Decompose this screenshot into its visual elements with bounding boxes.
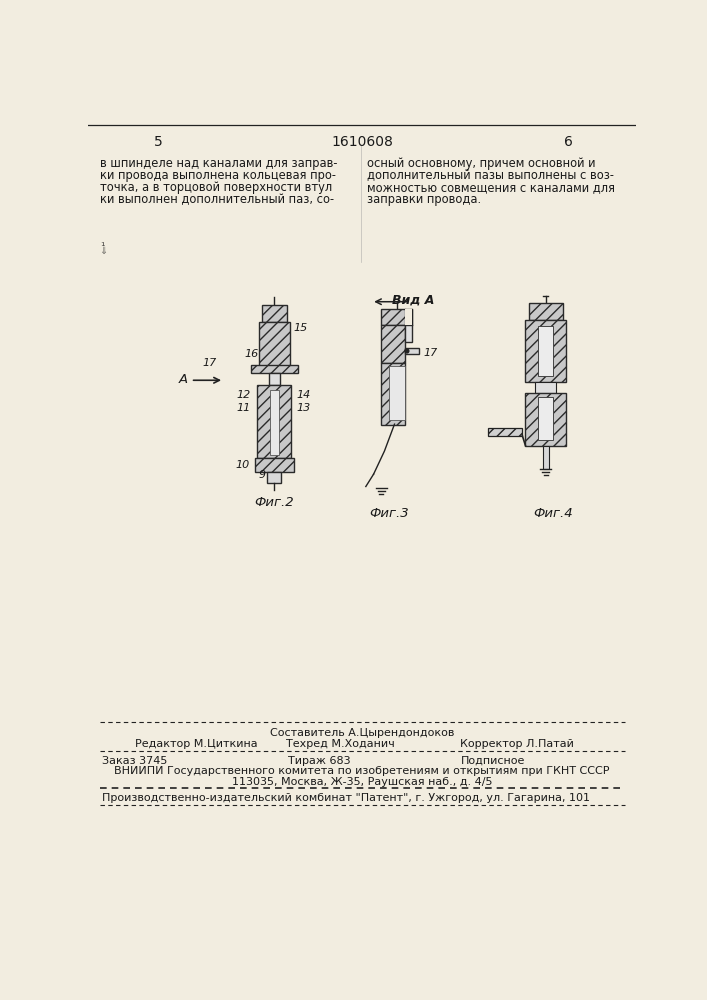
Text: 10: 10 (235, 460, 250, 470)
Text: Заказ 3745: Заказ 3745 (103, 756, 168, 766)
Text: Техред М.Ходанич: Техред М.Ходанич (286, 739, 395, 749)
Text: Составитель А.Цырендондоков: Составитель А.Цырендондоков (270, 728, 454, 738)
Text: 5: 5 (153, 135, 163, 149)
Text: Фиг.4: Фиг.4 (534, 507, 573, 520)
Bar (542, 446, 549, 469)
Text: ки выполнен дополнительный паз, со-: ки выполнен дополнительный паз, со- (100, 193, 334, 206)
Text: ки провода выполнена кольцевая про-: ки провода выполнена кольцевая про- (100, 169, 336, 182)
Bar (381, 325, 404, 363)
Text: ⇓: ⇓ (99, 246, 107, 256)
Bar (525, 320, 566, 382)
Text: Фиг.3: Фиг.3 (369, 507, 409, 520)
Text: 17: 17 (423, 348, 438, 358)
Text: Подписное: Подписное (460, 756, 525, 766)
Bar (251, 365, 298, 373)
Text: 16: 16 (245, 349, 259, 359)
Text: Производственно-издательский комбинат "Патент", г. Ужгород, ул. Гагарина, 101: Производственно-издательский комбинат "П… (103, 793, 590, 803)
Bar (381, 309, 412, 325)
Text: 13: 13 (296, 403, 310, 413)
Bar (257, 385, 291, 458)
Text: А: А (178, 373, 187, 386)
Text: 11: 11 (237, 403, 251, 413)
Bar (262, 305, 287, 322)
Text: 17: 17 (202, 358, 216, 368)
Bar (404, 325, 412, 342)
Text: 9: 9 (259, 470, 266, 480)
Bar (381, 363, 404, 425)
Text: Тираж 683: Тираж 683 (288, 756, 351, 766)
Bar (270, 389, 279, 455)
Text: Фиг.2: Фиг.2 (255, 496, 294, 509)
Bar (538, 397, 554, 440)
Bar (267, 472, 281, 483)
Bar (269, 373, 280, 385)
Text: Редактор М.Циткина: Редактор М.Циткина (135, 739, 257, 749)
Bar (404, 348, 419, 354)
Text: ¹: ¹ (100, 242, 105, 252)
Text: 6: 6 (564, 135, 573, 149)
Text: точка, а в торцовой поверхности втул: точка, а в торцовой поверхности втул (100, 181, 332, 194)
Text: 14: 14 (296, 389, 310, 399)
Text: 1610608: 1610608 (331, 135, 393, 149)
Text: дополнительный пазы выполнены с воз-: дополнительный пазы выполнены с воз- (368, 169, 614, 182)
Text: Вид А: Вид А (392, 293, 435, 306)
Bar (259, 322, 290, 366)
Bar (389, 366, 404, 420)
Bar (529, 303, 563, 320)
Circle shape (405, 349, 409, 353)
Bar (538, 326, 554, 376)
Bar (488, 428, 522, 436)
Bar (525, 393, 566, 446)
Text: в шпинделе над каналами для заправ-: в шпинделе над каналами для заправ- (100, 157, 337, 170)
Text: Корректор Л.Патай: Корректор Л.Патай (460, 739, 574, 749)
Bar (534, 382, 556, 393)
Text: 12: 12 (237, 389, 251, 399)
Bar (255, 458, 293, 472)
Text: 113035, Москва, Ж-35, Раушская наб., д. 4/5: 113035, Москва, Ж-35, Раушская наб., д. … (232, 777, 492, 787)
Text: заправки провода.: заправки провода. (368, 193, 481, 206)
Bar (404, 309, 412, 325)
Text: осный основному, причем основной и: осный основному, причем основной и (368, 157, 596, 170)
Text: можностью совмещения с каналами для: можностью совмещения с каналами для (368, 181, 615, 194)
Text: 15: 15 (293, 323, 308, 333)
Text: ВНИИПИ Государственного комитета по изобретениям и открытиям при ГКНТ СССР: ВНИИПИ Государственного комитета по изоб… (115, 766, 609, 776)
